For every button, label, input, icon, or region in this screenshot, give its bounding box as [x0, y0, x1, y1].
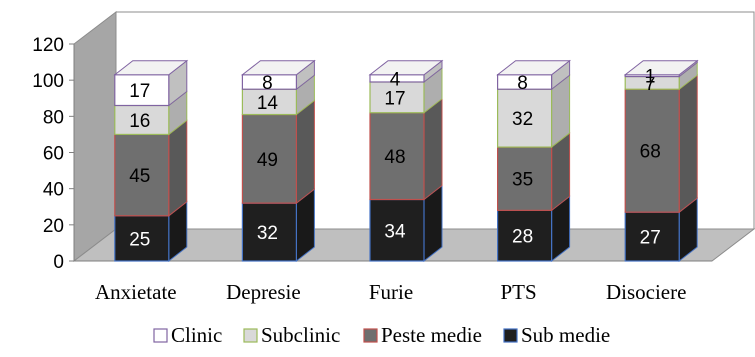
data-label: 48 [384, 147, 405, 168]
data-label: 14 [257, 93, 279, 114]
bar-segment [369, 112, 425, 201]
bar-segment [114, 133, 170, 217]
y-tick-label: 60 [43, 144, 64, 165]
bar-stack-anxietate: 25 45 16 17 [113, 59, 189, 263]
legend-label: Sub medie [521, 323, 610, 347]
y-tick-label: 40 [43, 180, 64, 201]
legend-swatch [243, 328, 258, 343]
bar-top [496, 60, 572, 76]
data-label: 7 [645, 74, 656, 95]
legend-item: Subclinic [243, 323, 340, 347]
category-label: PTS [501, 280, 537, 304]
category-label: Anxietate [95, 280, 177, 304]
bar-segment [114, 215, 170, 262]
x-axis-labels: Anxietate Depresie Furie PTS Disociere [95, 280, 686, 304]
bar-top [623, 60, 699, 76]
bar-stack-pts: 28 35 32 8 [496, 59, 572, 263]
bar-stack-depresie: 32 49 148 [240, 59, 316, 263]
bar-stack-furie: 34 48 174 [368, 59, 444, 263]
data-label: 34 [384, 221, 406, 242]
data-label: 8 [517, 73, 528, 94]
data-label: 32 [257, 223, 278, 244]
data-label: 32 [512, 109, 533, 130]
bar-stack-disociere: 27 68 71 [623, 59, 699, 263]
category-label: Depresie [226, 280, 301, 304]
legend-swatch [363, 328, 378, 343]
bar-top [240, 60, 316, 76]
bar-side [168, 119, 188, 217]
category-label: Disociere [606, 280, 686, 304]
legend-label: Subclinic [261, 323, 340, 347]
bar-segment [369, 81, 425, 114]
y-tick-label: 120 [32, 35, 64, 56]
legend-item: Clinic [153, 323, 222, 347]
data-label: 28 [512, 227, 533, 248]
bar-side [423, 97, 443, 201]
legend-label: Peste medie [381, 323, 482, 347]
legend-label: Clinic [171, 323, 222, 347]
y-axis: 0 20 40 60 80 100 120 [32, 35, 712, 273]
bar-segment [497, 209, 553, 262]
data-label: 4 [390, 69, 401, 90]
bar-segment [624, 211, 680, 262]
bar-top [368, 60, 444, 76]
legend-swatch [153, 328, 168, 343]
data-label: 17 [384, 88, 405, 109]
legend: Clinic Subclinic Peste medie Sub medie [153, 323, 610, 347]
bar-side [295, 99, 315, 205]
category-label: Furie [369, 280, 413, 304]
data-label: 1 [645, 67, 656, 88]
y-tick-label: 0 [53, 252, 64, 273]
bar-segment [624, 88, 680, 213]
y-tick-label: 20 [43, 216, 64, 237]
legend-item: Sub medie [503, 323, 610, 347]
bar-top [113, 60, 189, 76]
data-label: 35 [512, 170, 533, 191]
bar-side [678, 74, 698, 214]
bar-segment [114, 104, 170, 136]
data-label: 17 [129, 81, 150, 102]
data-label: 27 [640, 228, 661, 249]
side-wall [73, 10, 117, 263]
y-tick-label: 80 [43, 107, 64, 128]
bar-segment [241, 88, 297, 116]
bar-segment [497, 146, 553, 211]
y-tick-label: 100 [32, 71, 64, 92]
bar-segment [114, 74, 170, 107]
data-label: 25 [129, 229, 150, 250]
data-label: 68 [640, 142, 661, 163]
legend-swatch [503, 328, 518, 343]
data-label: 49 [257, 150, 278, 171]
data-label: 16 [129, 111, 150, 132]
data-label: 8 [262, 73, 273, 94]
legend-item: Peste medie [363, 323, 482, 347]
bar-segment [241, 113, 297, 204]
data-label: 45 [129, 166, 150, 187]
